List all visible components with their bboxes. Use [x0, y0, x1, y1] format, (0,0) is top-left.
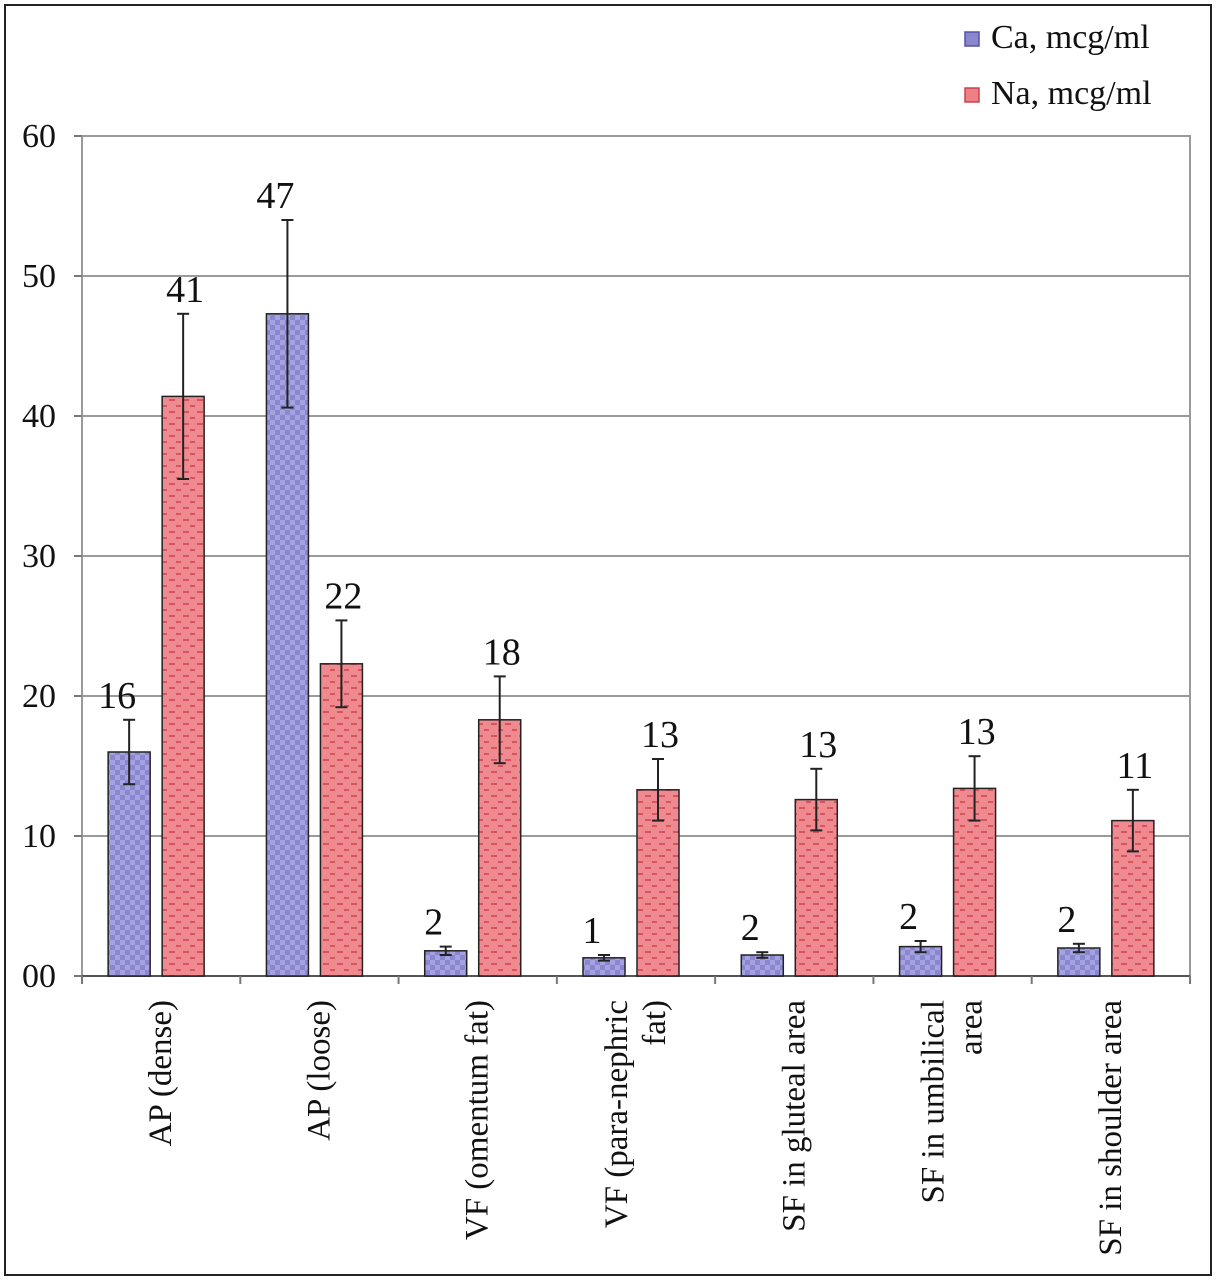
y-tick-label: 40 [22, 398, 56, 435]
category-label: SF in umbilical [916, 1000, 952, 1204]
bar [107, 751, 151, 977]
data-label: 47 [256, 175, 294, 217]
data-label: 22 [324, 575, 362, 617]
data-label: 2 [741, 907, 760, 949]
y-tick-label: 60 [22, 118, 56, 155]
legend: Ca, mcg/ml Na, mcg/ml [964, 19, 1152, 112]
y-tick-label: 30 [22, 538, 56, 575]
category-label: area [954, 1000, 990, 1055]
category-label: AP (loose) [301, 1000, 337, 1141]
data-label: 2 [899, 896, 918, 938]
category-label: VF (para-nephric [599, 1000, 635, 1228]
bar [161, 395, 205, 977]
y-tick-label: 10 [22, 818, 56, 855]
data-label: 13 [641, 714, 679, 756]
bar [898, 945, 943, 977]
data-label: 41 [166, 269, 204, 311]
chart-frame [4, 4, 1212, 1276]
bar [319, 663, 364, 977]
y-tick-label: 00 [22, 958, 56, 995]
legend-label: Ca, mcg/ml [991, 19, 1150, 56]
data-label: 13 [958, 711, 996, 753]
category-label: VF (omentum fat) [460, 1000, 496, 1240]
bar [265, 313, 310, 977]
data-label: 2 [1057, 899, 1076, 941]
category-label: fat) [637, 1000, 673, 1046]
legend-swatch [964, 31, 980, 47]
category-label: AP (dense) [143, 1000, 179, 1146]
y-tick-label: 50 [22, 258, 56, 295]
category-label: SF in gluteal area [776, 1000, 812, 1232]
data-label: 1 [583, 910, 602, 952]
legend-swatch [964, 87, 980, 103]
data-label: 11 [1117, 745, 1154, 787]
data-label: 2 [424, 902, 443, 944]
data-label: 16 [98, 675, 136, 717]
legend-label: Na, mcg/ml [991, 75, 1152, 112]
category-label: SF in shoulder area [1093, 1000, 1129, 1256]
data-label: 13 [799, 724, 837, 766]
data-label: 18 [483, 631, 521, 673]
y-tick-label: 20 [22, 678, 56, 715]
